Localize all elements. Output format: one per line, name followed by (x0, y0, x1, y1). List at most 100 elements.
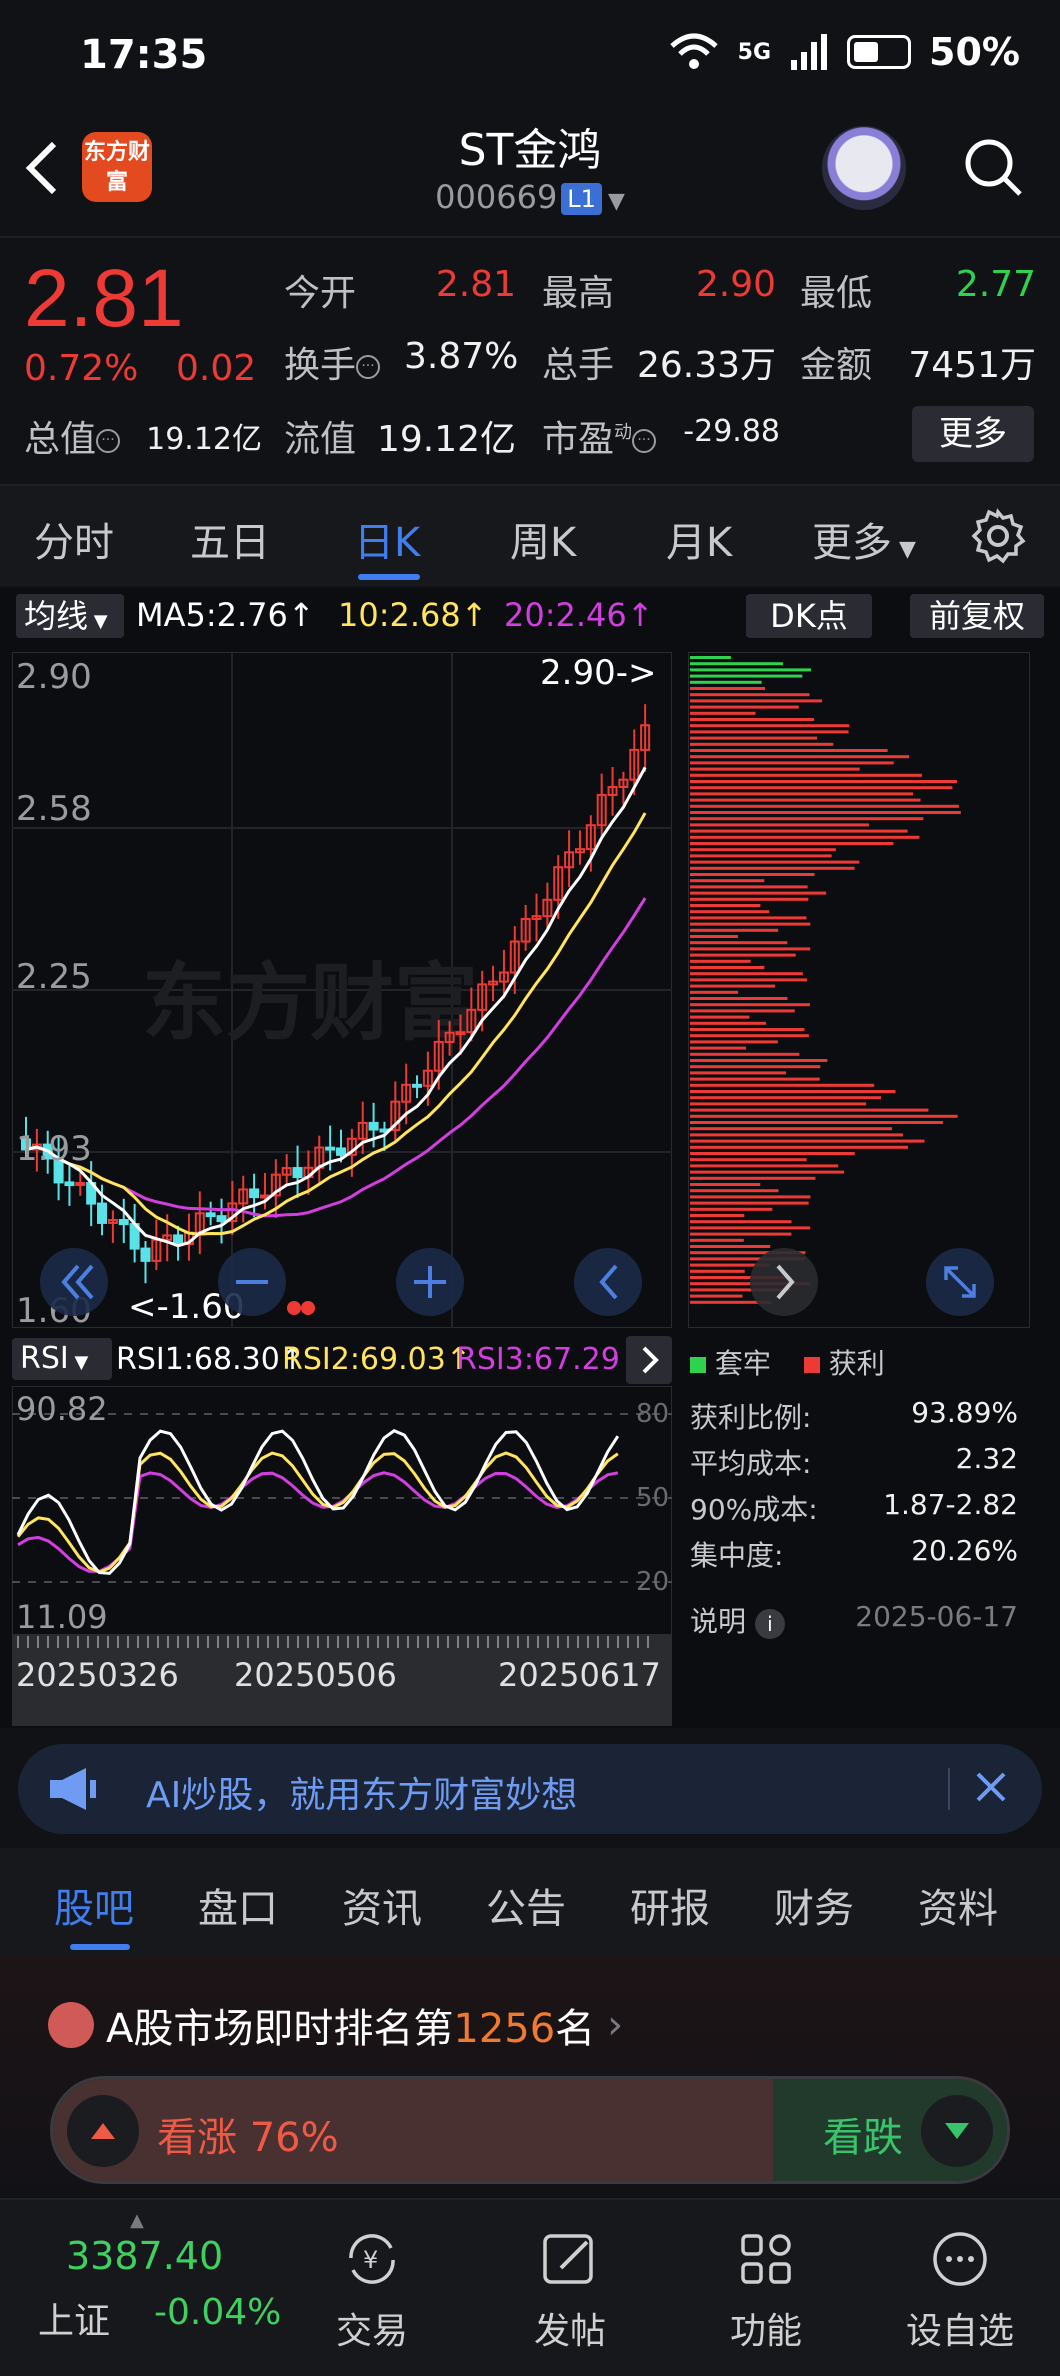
tab-reports[interactable]: 研报 (630, 1886, 710, 1932)
ai-banner[interactable]: AI炒股，就用东方财富妙想 (18, 1744, 1042, 1834)
tab-five-day[interactable]: 五日 (190, 520, 270, 566)
tab-intraday[interactable]: 分时 (34, 520, 114, 566)
info-icon[interactable]: ··· (96, 429, 121, 453)
nav-functions-label: 功能 (729, 2311, 802, 2352)
stock-code-line[interactable]: 000669 L1 ▼ (0, 178, 1060, 216)
zoom-in-button[interactable] (396, 1248, 464, 1316)
scroll-left-fast-button[interactable] (40, 1248, 108, 1316)
candle-body (433, 1040, 444, 1072)
rsi-selector[interactable]: RSI ▼ (12, 1338, 112, 1380)
stock-name[interactable]: ST金鸿 (458, 125, 602, 176)
network-type: 5G (737, 39, 772, 65)
tab-weekly-k[interactable]: 周K (510, 520, 577, 566)
chip-bar (690, 1164, 839, 1168)
close-icon[interactable] (966, 1762, 1016, 1812)
market-rank[interactable]: A股市场即时排名第1256名 › (48, 1996, 623, 2054)
chip-note[interactable]: 说明 i (690, 1600, 785, 1640)
chip-bar (690, 1046, 747, 1050)
chip-bar (690, 1065, 821, 1069)
search-icon[interactable] (962, 136, 1024, 198)
chip-bar (690, 885, 808, 889)
chip-bar (690, 1090, 896, 1093)
app-logo: 东方财富 (82, 132, 152, 202)
ai-assistant-avatar[interactable] (822, 126, 906, 210)
rsi-ref-20: 20 (636, 1567, 669, 1597)
chip-bar (690, 742, 834, 746)
nav-trade-label: 交易 (335, 2311, 408, 2352)
rsi-next-button[interactable] (626, 1336, 672, 1384)
zoom-out-button[interactable] (218, 1248, 286, 1316)
candle-body (488, 980, 499, 986)
event-dot[interactable] (301, 1301, 315, 1315)
chip-bar (690, 1152, 855, 1155)
candle-body (325, 1146, 336, 1151)
ma20-value: 20:2.46↑ (504, 596, 654, 634)
back-button[interactable] (22, 138, 72, 198)
ma-selector[interactable]: 均线 ▼ (16, 594, 124, 638)
dk-point-button[interactable]: DK点 (746, 594, 872, 638)
tab-financials[interactable]: 财务 (774, 1886, 854, 1932)
period-tabs: 分时 五日 日K 周K 月K 更多 ▼ (0, 484, 1060, 586)
chip-bar (690, 1207, 773, 1211)
battery-level: 50% (929, 30, 1020, 74)
event-dot[interactable] (287, 1301, 301, 1315)
scroll-right-button[interactable] (750, 1248, 818, 1316)
date-label-start: 20250326 (16, 1656, 179, 1694)
bearish-label[interactable]: 看跌 (823, 2115, 903, 2161)
chip-bar (690, 1145, 908, 1149)
adjust-button[interactable]: 前复权 (910, 594, 1044, 638)
rsi-ref-50: 50 (636, 1483, 669, 1513)
index-name: 上证 (38, 2301, 111, 2342)
candle-body (585, 824, 596, 851)
candle-body (292, 1167, 303, 1179)
volume-value: 26.33万 (636, 345, 776, 386)
candle-body (629, 748, 640, 781)
candle-body (205, 1212, 216, 1218)
scroll-left-button[interactable] (574, 1248, 642, 1316)
tab-daily-k[interactable]: 日K (354, 520, 421, 566)
tab-orderbook[interactable]: 盘口 (198, 1886, 278, 1932)
chip-bar (690, 897, 809, 901)
vote-up-button[interactable] (67, 2095, 139, 2167)
tab-news[interactable]: 资讯 (342, 1886, 422, 1932)
tab-announcements[interactable]: 公告 (486, 1886, 566, 1932)
info-icon[interactable]: ··· (356, 355, 381, 379)
nav-add-watchlist[interactable]: 设自选 (890, 2228, 1030, 2354)
chip-bar (690, 1269, 745, 1273)
candle-body (162, 1234, 173, 1241)
ma-bar: 均线 ▼ MA5:2.76↑ 10:2.68↑ 20:2.46↑ DK点 前复权 (0, 588, 1060, 648)
info-icon: i (754, 1609, 785, 1639)
chip-bar (690, 997, 788, 1000)
nav-functions[interactable]: 功能 (696, 2228, 836, 2354)
rsi-chart[interactable]: 90.82 11.09 80 50 20 20250326 20250506 2… (12, 1386, 672, 1726)
change-amount: 0.02 (176, 348, 257, 389)
info-icon[interactable]: ··· (632, 429, 657, 453)
volume-label: 总手 (542, 345, 615, 386)
candle-body (509, 940, 520, 974)
index-widget[interactable]: ▲ 3387.40 上证 -0.04% (0, 2200, 300, 2376)
triangle-up-icon (91, 2123, 115, 2139)
more-button[interactable]: 更多 (912, 406, 1034, 462)
chevron-right-icon: › (607, 2002, 624, 2048)
nav-post-label: 发帖 (533, 2311, 606, 2352)
kline-chart[interactable]: 东方财富 2.90 2.58 2.25 1.93 1.60 2.90-> <-1… (12, 652, 672, 1328)
legend-swatch-trapped (690, 1357, 706, 1373)
expand-button[interactable] (926, 1248, 994, 1316)
tab-more[interactable]: 更多 ▼ (812, 520, 916, 566)
chip-bar (690, 1220, 792, 1224)
tab-forum[interactable]: 股吧 (54, 1886, 134, 1932)
chip-distribution-chart[interactable] (688, 652, 1030, 1328)
y-label-2-90: 2.90 (16, 657, 92, 697)
bullish-label[interactable]: 看涨 76% (157, 2115, 339, 2161)
candle-body (216, 1215, 227, 1223)
svg-text:¥: ¥ (363, 2246, 378, 2274)
ma5-value: MA5:2.76↑ (136, 596, 315, 634)
tab-monthly-k[interactable]: 月K (666, 520, 733, 566)
rsi-y-bottom: 11.09 (16, 1598, 108, 1636)
tab-profile[interactable]: 资料 (918, 1886, 998, 1932)
nav-trade[interactable]: ¥ 交易 (302, 2228, 442, 2354)
chip-bar (690, 811, 961, 814)
nav-post[interactable]: 发帖 (500, 2228, 640, 2354)
vote-down-button[interactable] (921, 2095, 993, 2167)
gear-icon[interactable] (970, 508, 1026, 564)
